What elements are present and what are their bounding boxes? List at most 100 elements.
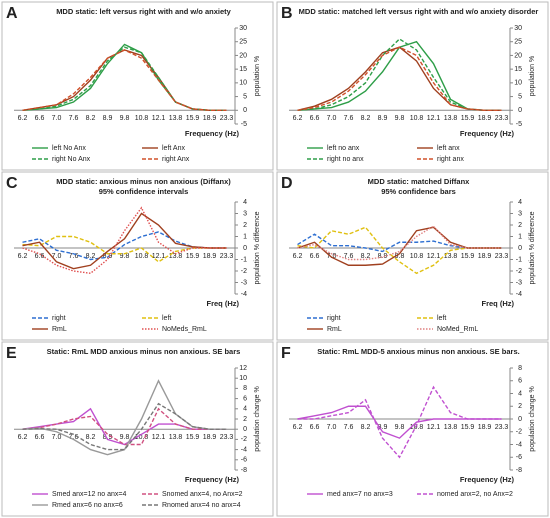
x-tick-label: 18.9 <box>478 115 492 122</box>
y-tick-label: 30 <box>239 25 247 32</box>
y-tick-label: 0 <box>518 245 522 252</box>
x-tick-label: 7.6 <box>69 253 79 260</box>
x-tick-label: 13.8 <box>169 434 183 441</box>
y-tick-label: 5 <box>243 93 247 100</box>
x-tick-label: 10.8 <box>135 434 149 441</box>
series-line <box>22 402 227 451</box>
x-tick-label: 7.0 <box>52 253 62 260</box>
series-line <box>297 385 502 459</box>
legend-label: med anx=7 no anx=3 <box>327 491 393 498</box>
x-axis-label: Freq (Hz) <box>482 299 515 308</box>
y-tick-label: 15 <box>239 66 247 73</box>
x-tick-label: 18.9 <box>203 253 217 260</box>
y-tick-label: 0 <box>518 416 522 423</box>
x-tick-label: 6.2 <box>293 424 303 431</box>
x-tick-label: 7.6 <box>344 253 354 260</box>
panel-label: B <box>281 5 293 22</box>
chart-title: Static: RmL MDD anxious minus non anxiou… <box>47 347 241 356</box>
y-tick-label: -4 <box>241 291 247 298</box>
y-tick-label: 1 <box>518 233 522 240</box>
x-tick-label: 12.1 <box>152 434 166 441</box>
x-tick-label: 8.2 <box>86 434 96 441</box>
legend-label: right anx <box>437 156 464 163</box>
chart-subtitle: 95% confidence intervals <box>99 187 189 196</box>
series-line <box>22 49 227 111</box>
chart-title: MDD static: matched Diffanx <box>368 177 471 186</box>
panel-border <box>276 341 549 517</box>
y-tick-label: -8 <box>516 467 522 474</box>
legend-label: right no anx <box>327 156 364 163</box>
y-tick-label: 4 <box>243 199 247 206</box>
x-axis-label: Frequency (Hz) <box>460 129 515 138</box>
x-tick-label: 6.6 <box>35 253 45 260</box>
legend-label: RmL <box>327 326 342 333</box>
series-line <box>297 46 502 111</box>
y-tick-label: 2 <box>518 222 522 229</box>
x-tick-label: 6.6 <box>310 115 320 122</box>
x-tick-label: 23.3 <box>220 115 234 122</box>
x-tick-label: 18.9 <box>203 115 217 122</box>
y-tick-label: 0 <box>243 245 247 252</box>
x-tick-label: 8.9 <box>103 434 113 441</box>
y-tick-label: -3 <box>241 279 247 286</box>
legend-label: right No Anx <box>52 156 91 163</box>
x-axis-label: Frequency (Hz) <box>185 475 240 484</box>
y-tick-label: 0 <box>243 426 247 433</box>
series-line <box>22 206 227 275</box>
series-line <box>22 407 227 446</box>
legend-label: NoMeds_RmL <box>162 326 207 333</box>
legend-label: right Anx <box>162 156 190 163</box>
x-tick-label: 9.8 <box>395 424 405 431</box>
y-tick-label: 25 <box>514 39 522 46</box>
series-line <box>22 43 227 111</box>
x-tick-label: 8.2 <box>361 115 371 122</box>
y-tick-label: -2 <box>241 268 247 275</box>
x-tick-label: 9.8 <box>120 253 130 260</box>
x-axis-label: Freq (Hz) <box>207 299 240 308</box>
y-tick-label: 3 <box>518 210 522 217</box>
x-tick-label: 13.8 <box>169 253 183 260</box>
x-tick-label: 8.9 <box>103 115 113 122</box>
panel-label: F <box>281 345 291 362</box>
x-tick-label: 15.9 <box>461 115 475 122</box>
y-axis-label: population % <box>529 56 536 96</box>
y-axis-label: population % difference <box>254 211 261 284</box>
y-tick-label: 10 <box>239 375 247 382</box>
y-tick-label: 5 <box>518 93 522 100</box>
x-tick-label: 9.8 <box>120 434 130 441</box>
panel-border <box>1 171 274 341</box>
y-tick-label: 2 <box>243 416 247 423</box>
legend-label: left anx <box>437 145 460 152</box>
y-tick-label: 20 <box>239 52 247 59</box>
x-tick-label: 8.9 <box>378 424 388 431</box>
chart-subtitle: 95% confidence bars <box>381 187 456 196</box>
x-tick-label: 12.1 <box>427 253 441 260</box>
y-tick-label: 30 <box>514 25 522 32</box>
x-axis-label: Frequency (Hz) <box>185 129 240 138</box>
x-tick-label: 8.2 <box>361 424 371 431</box>
x-tick-label: 10.8 <box>135 115 149 122</box>
series-line <box>22 379 227 456</box>
y-tick-label: 2 <box>518 403 522 410</box>
y-tick-label: 2 <box>243 222 247 229</box>
x-tick-label: 10.8 <box>410 424 424 431</box>
legend-label: left No Anx <box>52 145 86 152</box>
y-tick-label: 4 <box>243 406 247 413</box>
panel-label: E <box>6 345 17 362</box>
series-line <box>297 405 502 439</box>
x-tick-label: 12.1 <box>427 115 441 122</box>
y-tick-label: -1 <box>516 256 522 263</box>
y-tick-label: -2 <box>241 436 247 443</box>
x-tick-label: 15.9 <box>461 424 475 431</box>
y-tick-label: 8 <box>518 365 522 372</box>
legend-label: RmL <box>52 326 67 333</box>
y-tick-label: -6 <box>241 457 247 464</box>
series-line <box>297 225 502 261</box>
legend-label: left Anx <box>162 145 185 152</box>
y-axis-label: population change % <box>254 386 261 451</box>
y-axis-label: population % difference <box>529 211 536 284</box>
y-tick-label: 4 <box>518 390 522 397</box>
y-tick-label: 1 <box>243 233 247 240</box>
y-tick-label: -1 <box>241 256 247 263</box>
